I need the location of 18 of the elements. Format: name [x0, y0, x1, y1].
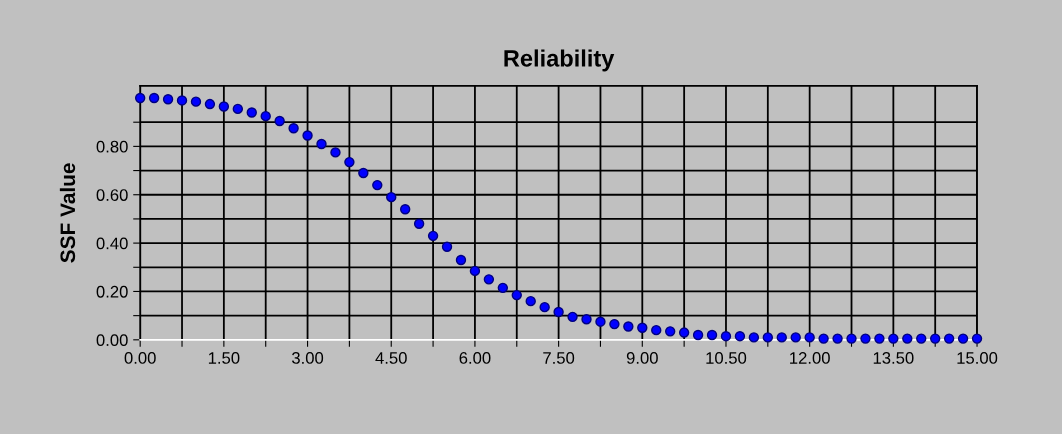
- y-tick-label: 0.80: [96, 140, 128, 153]
- y-tick-label: 0.40: [96, 237, 128, 250]
- x-tick-label: 4.50: [375, 352, 407, 364]
- x-tick-label: 9.00: [626, 352, 658, 364]
- chart-title: Reliability: [504, 49, 615, 72]
- x-tick-label: 7.50: [543, 352, 575, 364]
- x-tick-label: 13.50: [873, 352, 914, 364]
- y-tick-label: 0.20: [96, 285, 128, 298]
- y-axis-title: SSF Value: [59, 163, 76, 263]
- x-tick-label: 15.00: [957, 352, 998, 364]
- y-tick-label: 0.60: [96, 189, 128, 201]
- x-tick-label: 6.00: [459, 352, 491, 364]
- y-tick-label: 0.00: [96, 334, 128, 347]
- x-tick-label: 0.00: [124, 352, 156, 364]
- x-tick-label: 1.50: [208, 352, 240, 364]
- x-tick-label: 3.00: [291, 352, 324, 364]
- x-tick-label: 12.00: [790, 352, 830, 364]
- x-tick-label: 10.50: [706, 352, 747, 364]
